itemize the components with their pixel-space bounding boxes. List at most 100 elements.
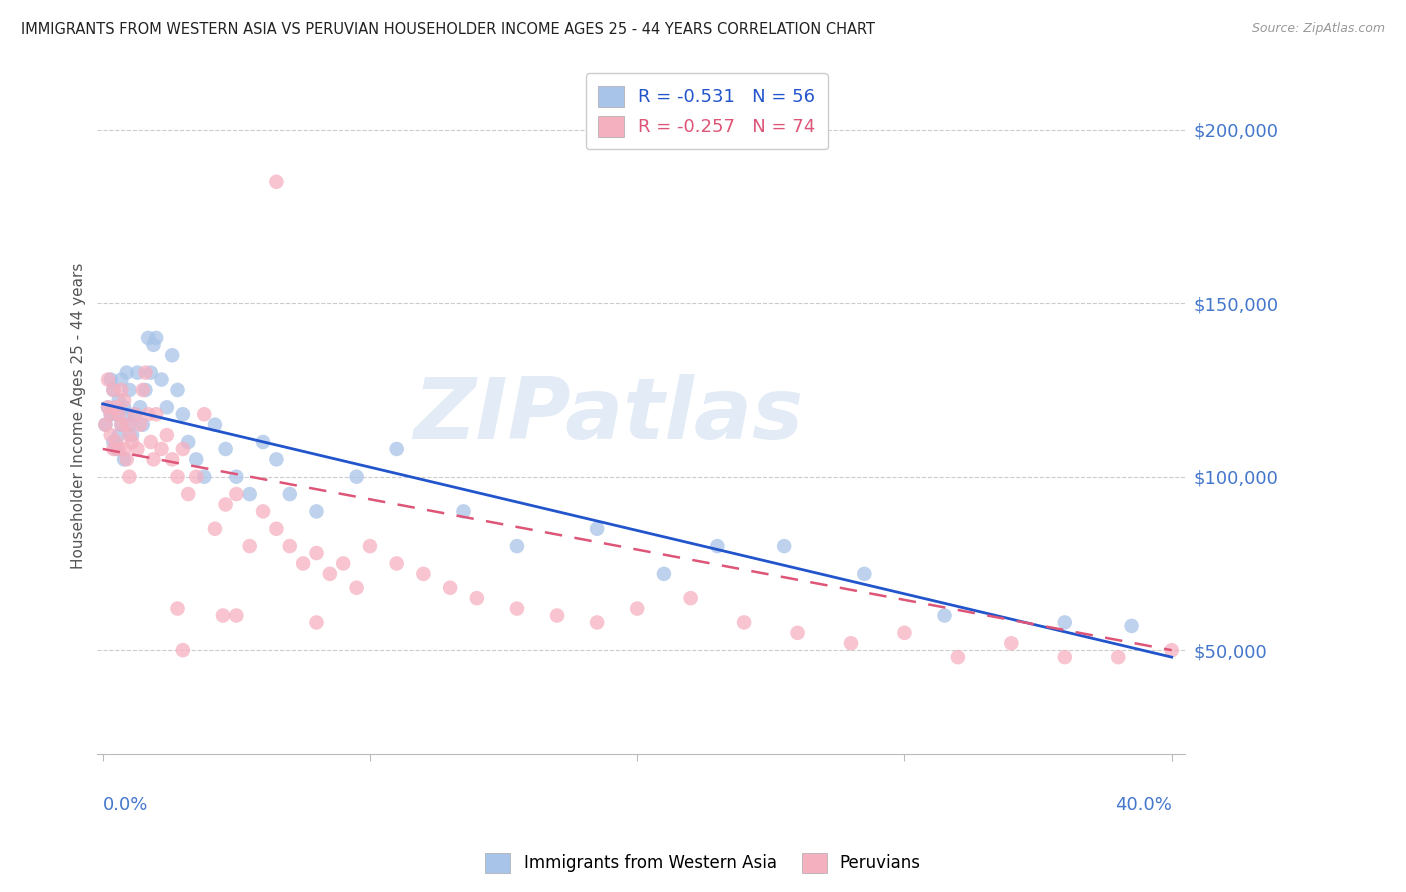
Text: IMMIGRANTS FROM WESTERN ASIA VS PERUVIAN HOUSEHOLDER INCOME AGES 25 - 44 YEARS C: IMMIGRANTS FROM WESTERN ASIA VS PERUVIAN… bbox=[21, 22, 875, 37]
Point bbox=[186, 452, 208, 467]
Point bbox=[112, 442, 135, 456]
Point bbox=[103, 383, 125, 397]
Point bbox=[129, 401, 152, 415]
Point bbox=[107, 442, 129, 456]
Point bbox=[124, 407, 146, 421]
Point bbox=[305, 546, 328, 560]
Point bbox=[118, 383, 141, 397]
Point bbox=[214, 442, 236, 456]
Point bbox=[1053, 650, 1076, 665]
Point bbox=[118, 428, 141, 442]
Point bbox=[110, 417, 132, 432]
Point bbox=[212, 608, 235, 623]
Point bbox=[706, 539, 728, 553]
Point bbox=[359, 539, 381, 553]
Point bbox=[115, 417, 138, 432]
Point bbox=[97, 401, 120, 415]
Legend: R = -0.531   N = 56, R = -0.257   N = 74: R = -0.531 N = 56, R = -0.257 N = 74 bbox=[586, 73, 828, 149]
Point bbox=[107, 407, 129, 421]
Point bbox=[412, 566, 434, 581]
Point bbox=[150, 442, 173, 456]
Point bbox=[172, 643, 194, 657]
Point bbox=[134, 383, 156, 397]
Point bbox=[733, 615, 755, 630]
Point bbox=[100, 428, 122, 442]
Point bbox=[1160, 643, 1182, 657]
Point bbox=[266, 522, 288, 536]
Point bbox=[252, 504, 274, 518]
Text: 0.0%: 0.0% bbox=[103, 796, 148, 814]
Point bbox=[893, 625, 915, 640]
Point bbox=[278, 539, 301, 553]
Point bbox=[266, 452, 288, 467]
Point bbox=[346, 469, 368, 483]
Point bbox=[132, 417, 155, 432]
Point bbox=[332, 557, 354, 571]
Text: Source: ZipAtlas.com: Source: ZipAtlas.com bbox=[1251, 22, 1385, 36]
Point bbox=[160, 348, 183, 362]
Point bbox=[385, 557, 408, 571]
Point bbox=[305, 615, 328, 630]
Point bbox=[652, 566, 675, 581]
Point bbox=[506, 539, 529, 553]
Point bbox=[346, 581, 368, 595]
Point bbox=[118, 469, 141, 483]
Point bbox=[110, 383, 132, 397]
Point bbox=[839, 636, 862, 650]
Point bbox=[136, 407, 159, 421]
Point bbox=[193, 407, 215, 421]
Point bbox=[786, 625, 808, 640]
Point bbox=[166, 383, 188, 397]
Point bbox=[1121, 619, 1143, 633]
Legend: Immigrants from Western Asia, Peruvians: Immigrants from Western Asia, Peruvians bbox=[478, 847, 928, 880]
Point bbox=[853, 566, 876, 581]
Point bbox=[204, 417, 226, 432]
Point bbox=[100, 407, 122, 421]
Point bbox=[172, 407, 194, 421]
Point bbox=[586, 522, 609, 536]
Point bbox=[100, 407, 122, 421]
Point bbox=[679, 591, 702, 606]
Point bbox=[292, 557, 315, 571]
Y-axis label: Householder Income Ages 25 - 44 years: Householder Income Ages 25 - 44 years bbox=[72, 263, 86, 569]
Point bbox=[112, 401, 135, 415]
Point bbox=[94, 417, 117, 432]
Point bbox=[193, 469, 215, 483]
Point bbox=[252, 435, 274, 450]
Point bbox=[115, 407, 138, 421]
Point bbox=[136, 331, 159, 345]
Point bbox=[107, 428, 129, 442]
Point bbox=[139, 435, 162, 450]
Point bbox=[124, 407, 146, 421]
Text: 40.0%: 40.0% bbox=[1115, 796, 1171, 814]
Point bbox=[172, 442, 194, 456]
Point bbox=[110, 373, 132, 387]
Point bbox=[166, 601, 188, 615]
Point bbox=[107, 393, 129, 408]
Point bbox=[177, 487, 200, 501]
Point bbox=[156, 428, 179, 442]
Point bbox=[129, 417, 152, 432]
Point bbox=[103, 435, 125, 450]
Point bbox=[115, 452, 138, 467]
Point bbox=[127, 442, 149, 456]
Point bbox=[127, 366, 149, 380]
Point bbox=[145, 407, 167, 421]
Point bbox=[586, 615, 609, 630]
Point bbox=[105, 407, 128, 421]
Point bbox=[439, 581, 461, 595]
Point bbox=[506, 601, 529, 615]
Point bbox=[103, 383, 125, 397]
Point bbox=[453, 504, 475, 518]
Point bbox=[110, 417, 132, 432]
Point bbox=[225, 487, 247, 501]
Point bbox=[465, 591, 488, 606]
Point bbox=[105, 401, 128, 415]
Point bbox=[142, 452, 165, 467]
Point bbox=[239, 539, 262, 553]
Point bbox=[946, 650, 969, 665]
Point bbox=[204, 522, 226, 536]
Text: ZIPatlas: ZIPatlas bbox=[413, 375, 804, 458]
Point bbox=[97, 373, 120, 387]
Point bbox=[1000, 636, 1022, 650]
